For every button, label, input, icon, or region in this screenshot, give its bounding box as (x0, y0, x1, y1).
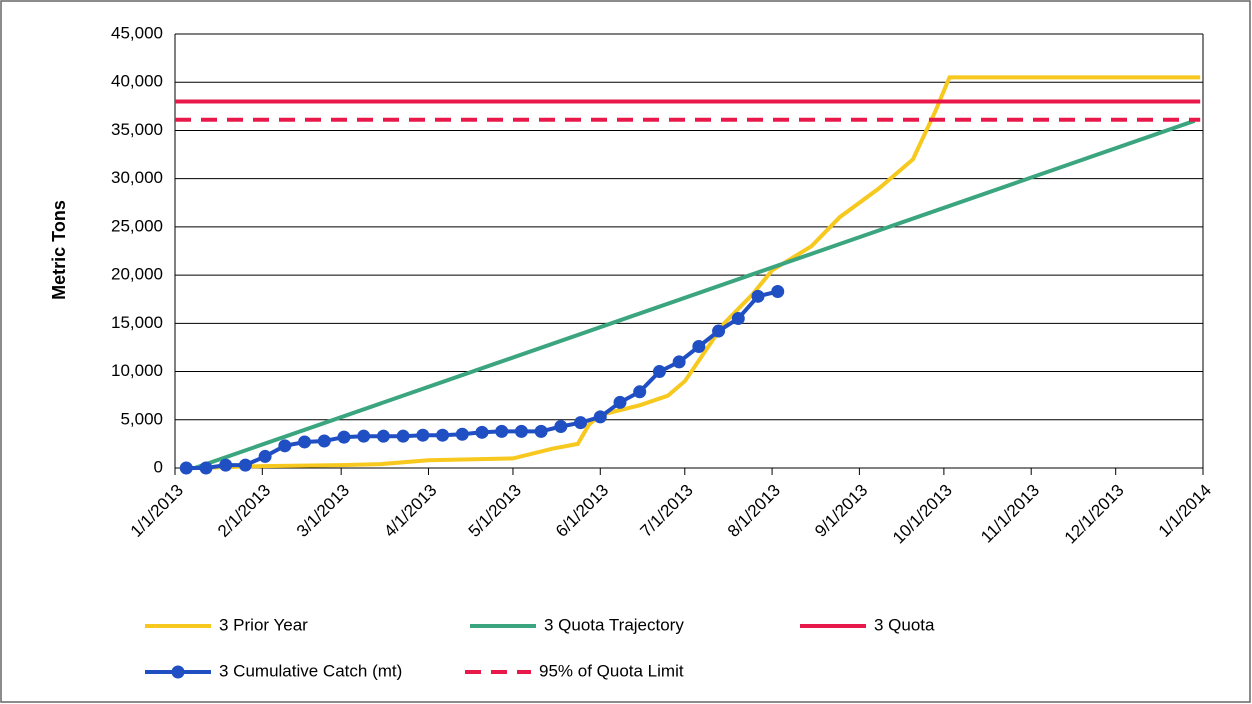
y-tick-label: 20,000 (111, 265, 163, 284)
data-point (298, 435, 312, 449)
data-point (396, 429, 410, 443)
data-point (652, 365, 666, 379)
y-axis-label: Metric Tons (49, 200, 69, 300)
data-point (593, 410, 607, 424)
y-tick-label: 15,000 (111, 313, 163, 332)
y-tick-label: 40,000 (111, 72, 163, 91)
data-point (357, 429, 371, 443)
data-point (554, 420, 568, 434)
data-point (475, 425, 489, 439)
data-point (633, 385, 647, 399)
legend-label: 3 Prior Year (219, 615, 308, 634)
data-point (495, 424, 509, 438)
data-point (514, 424, 528, 438)
data-point (672, 355, 686, 369)
data-point (337, 430, 351, 444)
data-point (179, 461, 193, 475)
y-tick-label: 35,000 (111, 120, 163, 139)
data-point (534, 424, 548, 438)
series-line (194, 118, 1196, 470)
data-point (712, 324, 726, 338)
y-tick-label: 30,000 (111, 168, 163, 187)
series-line (194, 75, 1201, 470)
data-point (731, 312, 745, 326)
data-point (436, 428, 450, 442)
data-point (416, 428, 430, 442)
data-point (751, 289, 765, 303)
y-tick-label: 25,000 (111, 216, 163, 235)
legend-label: 3 Quota (874, 615, 935, 634)
data-point (574, 416, 588, 430)
data-point (199, 461, 213, 475)
legend-label: 3 Quota Trajectory (544, 615, 684, 634)
data-point (278, 439, 292, 453)
y-tick-label: 10,000 (111, 361, 163, 380)
data-point (613, 395, 627, 409)
data-point (317, 434, 331, 448)
data-point (258, 449, 272, 463)
y-tick-label: 45,000 (111, 23, 163, 42)
data-point (455, 427, 469, 441)
data-point (771, 285, 785, 299)
data-point (692, 339, 706, 353)
data-point (376, 429, 390, 443)
data-point (238, 458, 252, 472)
data-point (219, 458, 233, 472)
legend-marker (171, 665, 185, 679)
legend-label: 95% of Quota Limit (539, 661, 684, 680)
y-tick-label: 5,000 (120, 409, 163, 428)
legend-label: 3 Cumulative Catch (mt) (219, 661, 402, 680)
y-tick-label: 0 (154, 457, 163, 476)
